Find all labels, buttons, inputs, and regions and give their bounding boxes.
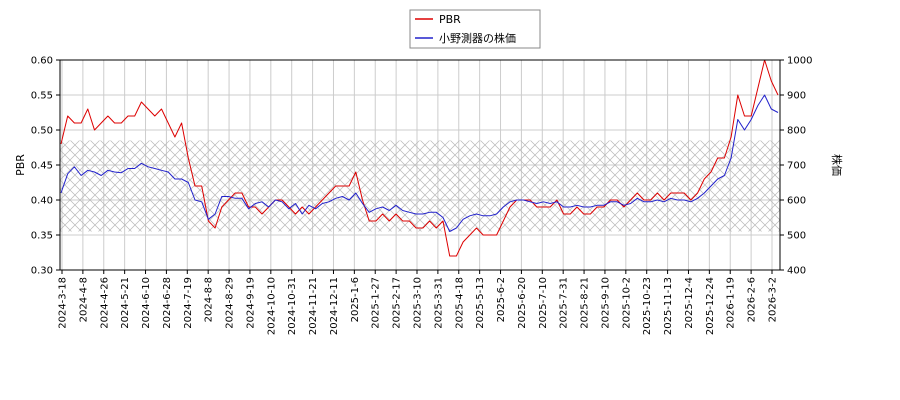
series-layer [60, 59, 779, 257]
x-tick-label: 2025-6-2 [496, 277, 507, 322]
left-tick-label: 0.40 [31, 196, 53, 207]
x-tick-label: 2025-5-13 [475, 277, 486, 329]
x-tick-label: 2024-8-8 [204, 277, 215, 322]
left-tick-label: 0.45 [31, 161, 53, 172]
shaded-band [60, 140, 780, 232]
left-y-axis: 0.30 0.35 0.40 0.45 0.50 0.55 0.60 [31, 56, 60, 277]
x-tick-label: 2025-4-18 [454, 277, 465, 329]
left-tick-label: 0.60 [31, 56, 53, 67]
x-tick-label: 2024-8-29 [225, 277, 236, 329]
right-tick-label: 800 [787, 126, 806, 137]
x-tick-label: 2024-9-19 [245, 277, 256, 329]
x-tick-label: 2024-12-11 [329, 277, 340, 335]
x-tick-label: 2025-10-23 [642, 277, 653, 335]
x-tick-label: 2026-3-2 [768, 277, 779, 322]
x-tick-label: 2025-3-31 [433, 277, 444, 329]
x-tick-label: 2024-3-18 [58, 277, 69, 329]
x-tick-label: 2025-12-24 [705, 277, 716, 335]
left-axis-title: PBR [14, 154, 27, 176]
x-tick-label: 2026-1-19 [726, 277, 737, 329]
left-tick-label: 0.50 [31, 126, 53, 137]
right-tick-label: 500 [787, 231, 806, 242]
x-tick-label: 2025-8-21 [580, 277, 591, 329]
right-axis-title: 株価 [830, 154, 844, 176]
x-tick-label: 2025-10-2 [621, 277, 632, 329]
legend: PBR 小野測器の株価 [409, 9, 541, 49]
x-tick-label: 2024-5-21 [120, 277, 131, 329]
x-tick-label: 2025-1-6 [350, 277, 361, 322]
x-tick-label: 2025-1-27 [371, 277, 382, 329]
legend-label-price: 小野測器の株価 [439, 31, 516, 45]
series-line-0 [60, 59, 779, 257]
x-tick-label: 2025-12-4 [684, 277, 695, 329]
x-tick-label: 2025-6-20 [517, 277, 528, 329]
right-tick-label: 600 [787, 196, 806, 207]
right-y-axis: 400 500 600 700 800 900 1000 [780, 56, 812, 277]
x-tick-label: 2025-7-10 [538, 277, 549, 329]
x-tick-label: 2024-6-10 [141, 277, 152, 329]
x-tick-label: 2024-10-31 [287, 277, 298, 335]
x-tick-label: 2025-7-31 [559, 277, 570, 329]
x-tick-label: 2024-11-21 [308, 277, 319, 335]
right-tick-label: 900 [787, 91, 806, 102]
x-tick-label: 2025-3-10 [413, 277, 424, 329]
x-tick-label: 2024-10-10 [266, 277, 277, 335]
right-tick-label: 400 [787, 266, 806, 277]
x-tick-label: 2026-2-6 [747, 277, 758, 322]
x-tick-label: 2024-4-26 [99, 277, 110, 329]
x-tick-label: 2025-11-13 [663, 277, 674, 335]
series-line-1 [60, 94, 779, 232]
x-tick-label: 2024-7-19 [183, 277, 194, 329]
legend-label-pbr: PBR [439, 13, 461, 26]
legend-box [409, 9, 541, 49]
x-tick-label: 2025-2-17 [392, 277, 403, 329]
shaded-band-area [60, 140, 780, 232]
left-tick-label: 0.55 [31, 91, 53, 102]
right-tick-label: 1000 [787, 56, 812, 67]
x-tick-label: 2025-9-10 [600, 277, 611, 329]
x-tick-label: 2024-6-28 [162, 277, 173, 329]
left-tick-label: 0.30 [31, 266, 53, 277]
left-tick-label: 0.35 [31, 231, 53, 242]
right-tick-label: 700 [787, 161, 806, 172]
x-tick-label: 2024-4-8 [78, 277, 89, 322]
x-axis: 2024-3-18 2024-4-8 2024-4-26 2024-5-21 2024-… [58, 270, 779, 335]
